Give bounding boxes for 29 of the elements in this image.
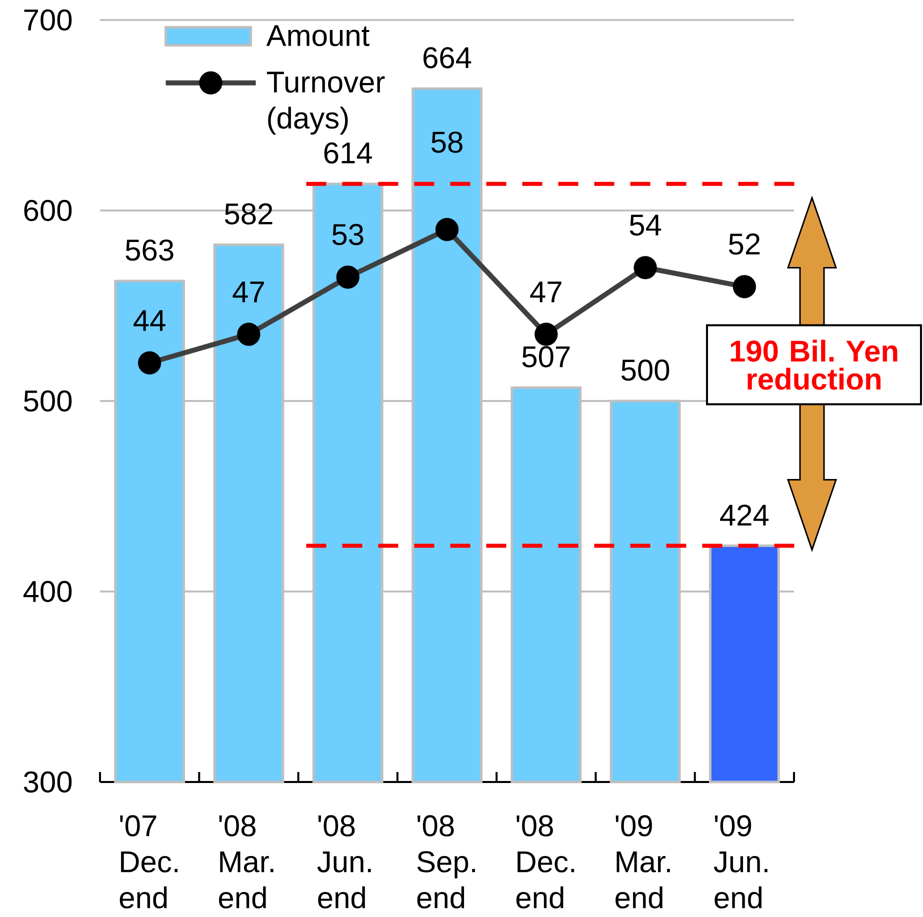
data-label: 563 [126, 239, 174, 261]
data-label: 58 [432, 132, 462, 153]
y-tick-label: 300 [24, 771, 72, 793]
y-tick-label: 500 [24, 390, 72, 412]
annotation: 190 Bil. Yen reduction [730, 340, 898, 390]
legend-label: Amount [266, 25, 370, 46]
data-label: 53 [332, 224, 364, 246]
data-label: 44 [134, 310, 166, 331]
data-label: 582 [224, 203, 272, 225]
x-tick-label: '09 Mar. end [616, 815, 670, 908]
data-label: 47 [232, 282, 264, 302]
x-tick-label: '07 Dec. end [120, 815, 178, 908]
x-tick-label: '08 Jun. end [317, 815, 371, 908]
legend-label: Turnover (days) [266, 72, 385, 135]
data-label: 54 [630, 214, 662, 236]
y-tick-label: 400 [23, 580, 72, 602]
data-label: 424 [720, 504, 769, 526]
x-tick-label: '08 Mar. end [218, 815, 274, 908]
data-label: 507 [522, 346, 570, 368]
x-tick-label: '08 Sep. end [417, 815, 475, 908]
y-tick-label: 600 [24, 200, 72, 222]
data-label: 52 [728, 233, 760, 255]
data-label: 500 [621, 359, 670, 381]
y-tick-label: 700 [24, 9, 72, 31]
data-label: 614 [324, 142, 372, 164]
data-label: 664 [424, 47, 472, 68]
x-tick-label: '09 Jun. end [714, 815, 768, 908]
data-label: 47 [530, 282, 562, 302]
x-tick-label: '08 Dec. end [516, 815, 574, 908]
